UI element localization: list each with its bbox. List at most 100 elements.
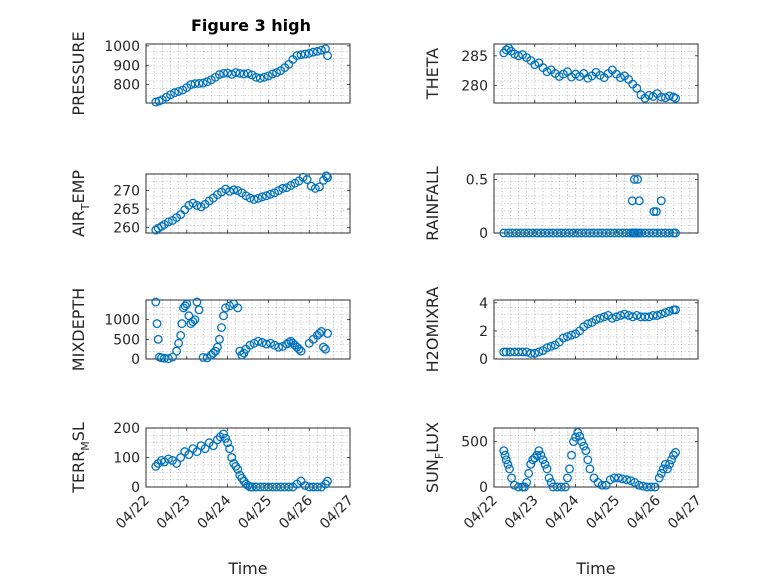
- data-point: [542, 67, 552, 77]
- data-point: [532, 450, 542, 460]
- data-point: [634, 480, 644, 490]
- data-point: [194, 305, 204, 315]
- data-point: [538, 455, 548, 465]
- data-point: [500, 450, 510, 460]
- data-point: [581, 446, 591, 456]
- data-point: [640, 312, 650, 322]
- x-axis-label: Time: [227, 559, 267, 578]
- y-tick-label: 270: [113, 184, 140, 200]
- data-point: [669, 92, 678, 102]
- data-point: [616, 73, 625, 83]
- data-point: [575, 431, 585, 441]
- data-point: [243, 481, 253, 490]
- y-axis-label: THETA: [423, 48, 442, 100]
- y-axis-label: SUNFLUX: [423, 422, 446, 493]
- data-point: [536, 450, 546, 460]
- axes-frame: [493, 299, 699, 360]
- y-tick-label: 2: [479, 324, 488, 340]
- data-point: [163, 354, 173, 364]
- data-point: [312, 46, 322, 56]
- data-point: [664, 228, 674, 238]
- data-point: [229, 185, 239, 195]
- data-point: [233, 464, 243, 474]
- data-point: [656, 196, 666, 206]
- data-point: [509, 480, 519, 490]
- data-point: [272, 68, 282, 78]
- data-point: [174, 86, 184, 96]
- data-point: [644, 90, 654, 100]
- data-point: [577, 437, 587, 447]
- axes-air-temp: 260 265 270 AIRTEMP: [69, 170, 351, 237]
- data-point: [503, 459, 513, 469]
- data-point: [296, 346, 306, 356]
- data-point: [192, 297, 202, 307]
- y-axis-label-rest: SL: [69, 422, 88, 441]
- data-point: [174, 338, 184, 348]
- data-point: [219, 68, 228, 78]
- y-axis-label-sub: T: [79, 203, 92, 211]
- data-point: [200, 444, 210, 454]
- y-tick-label: 260: [113, 220, 140, 236]
- data-point: [654, 473, 664, 483]
- data-point: [634, 196, 644, 206]
- data-point: [609, 473, 619, 483]
- data-point: [671, 305, 681, 315]
- data-point: [208, 441, 218, 451]
- data-point: [613, 473, 623, 483]
- data-point: [560, 482, 570, 492]
- data-point: [310, 183, 320, 193]
- data-point: [219, 311, 228, 321]
- data-point: [323, 476, 333, 486]
- data-point: [662, 464, 672, 474]
- y-axis-label: RAINFALL: [423, 166, 442, 241]
- data-point: [649, 207, 659, 216]
- axes-terr-msl: 04/22 04/23 04/24 04/25 04/26 04/270100200TER…: [69, 421, 357, 578]
- data-point: [321, 171, 331, 181]
- data-point: [168, 352, 177, 362]
- data-point: [540, 459, 550, 469]
- data-point: [184, 450, 194, 459]
- data-point: [323, 173, 333, 183]
- data-point: [514, 482, 523, 492]
- y-tick-label: 0: [479, 352, 488, 368]
- data-point: [319, 342, 328, 352]
- y-axis-label-main: AIR: [69, 210, 88, 237]
- y-axis-label: MIXDEPTH: [69, 288, 88, 371]
- data-point: [176, 453, 186, 462]
- data-point: [245, 340, 255, 350]
- data-point: [214, 334, 224, 344]
- data-point: [292, 51, 302, 61]
- data-point: [265, 189, 275, 199]
- data-point: [542, 464, 552, 474]
- y-axis-label-sub: F: [433, 453, 446, 459]
- data-point: [323, 328, 333, 338]
- data-point: [526, 348, 536, 358]
- data-point: [671, 93, 681, 103]
- data-point: [194, 79, 204, 88]
- data-point: [249, 194, 259, 204]
- data-point: [323, 51, 333, 61]
- data-point: [562, 473, 572, 483]
- data-point: [522, 478, 532, 487]
- data-point: [546, 478, 556, 487]
- y-tick-label: 0.5: [466, 172, 488, 188]
- data-point: [556, 482, 566, 492]
- y-tick-label: 500: [461, 435, 488, 451]
- data-point: [316, 327, 326, 336]
- axes-frame: [493, 173, 699, 234]
- data-point: [314, 182, 324, 192]
- data-point: [501, 455, 511, 465]
- y-tick-label: 0: [131, 352, 140, 368]
- data-point: [669, 450, 678, 460]
- data-point: [261, 339, 271, 349]
- data-point: [522, 347, 532, 357]
- data-point: [182, 299, 192, 309]
- data-point: [542, 343, 552, 353]
- y-axis-label-rest: EMP: [69, 170, 88, 204]
- data-point: [239, 69, 249, 79]
- data-point: [221, 303, 231, 313]
- data-point: [227, 69, 237, 79]
- data-point: [499, 446, 509, 456]
- data-point: [518, 347, 528, 357]
